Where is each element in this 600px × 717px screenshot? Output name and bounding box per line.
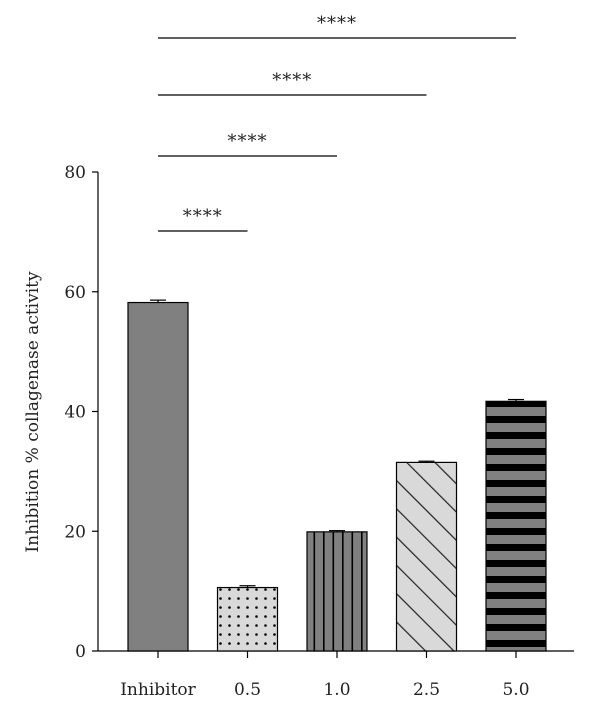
significance-label: **** [272, 70, 312, 91]
x-tick-label: 0.5 [234, 680, 261, 700]
bar-2.5 [395, 461, 458, 652]
x-tick-label: 2.5 [413, 680, 440, 700]
y-tick-label: 20 [64, 522, 86, 542]
y-tick-label: 80 [64, 163, 86, 183]
x-ticks: Inhibitor 0.5 1.0 2.5 5.0 [120, 651, 530, 700]
significance-label: **** [183, 206, 223, 227]
y-tick-label: 40 [64, 403, 86, 423]
bar-1.0 [306, 531, 368, 652]
y-axis-title: Inhibition % collagenase activity [23, 271, 43, 553]
bar-Inhibitor [127, 301, 189, 652]
bar-5.0 [485, 400, 547, 652]
bars [127, 301, 547, 652]
y-tick-label: 60 [64, 283, 86, 303]
error-bars [150, 299, 524, 588]
significance-label: **** [228, 131, 268, 152]
bar-0.5 [216, 586, 279, 652]
x-tick-label: 5.0 [502, 680, 529, 700]
significance-brackets: **** **** **** **** [158, 13, 516, 232]
x-tick-label: 1.0 [323, 680, 350, 700]
x-tick-label: Inhibitor [120, 680, 196, 700]
significance-label: **** [317, 13, 357, 34]
y-ticks: 0 20 40 60 80 [64, 163, 98, 662]
y-tick-label: 0 [75, 642, 86, 662]
